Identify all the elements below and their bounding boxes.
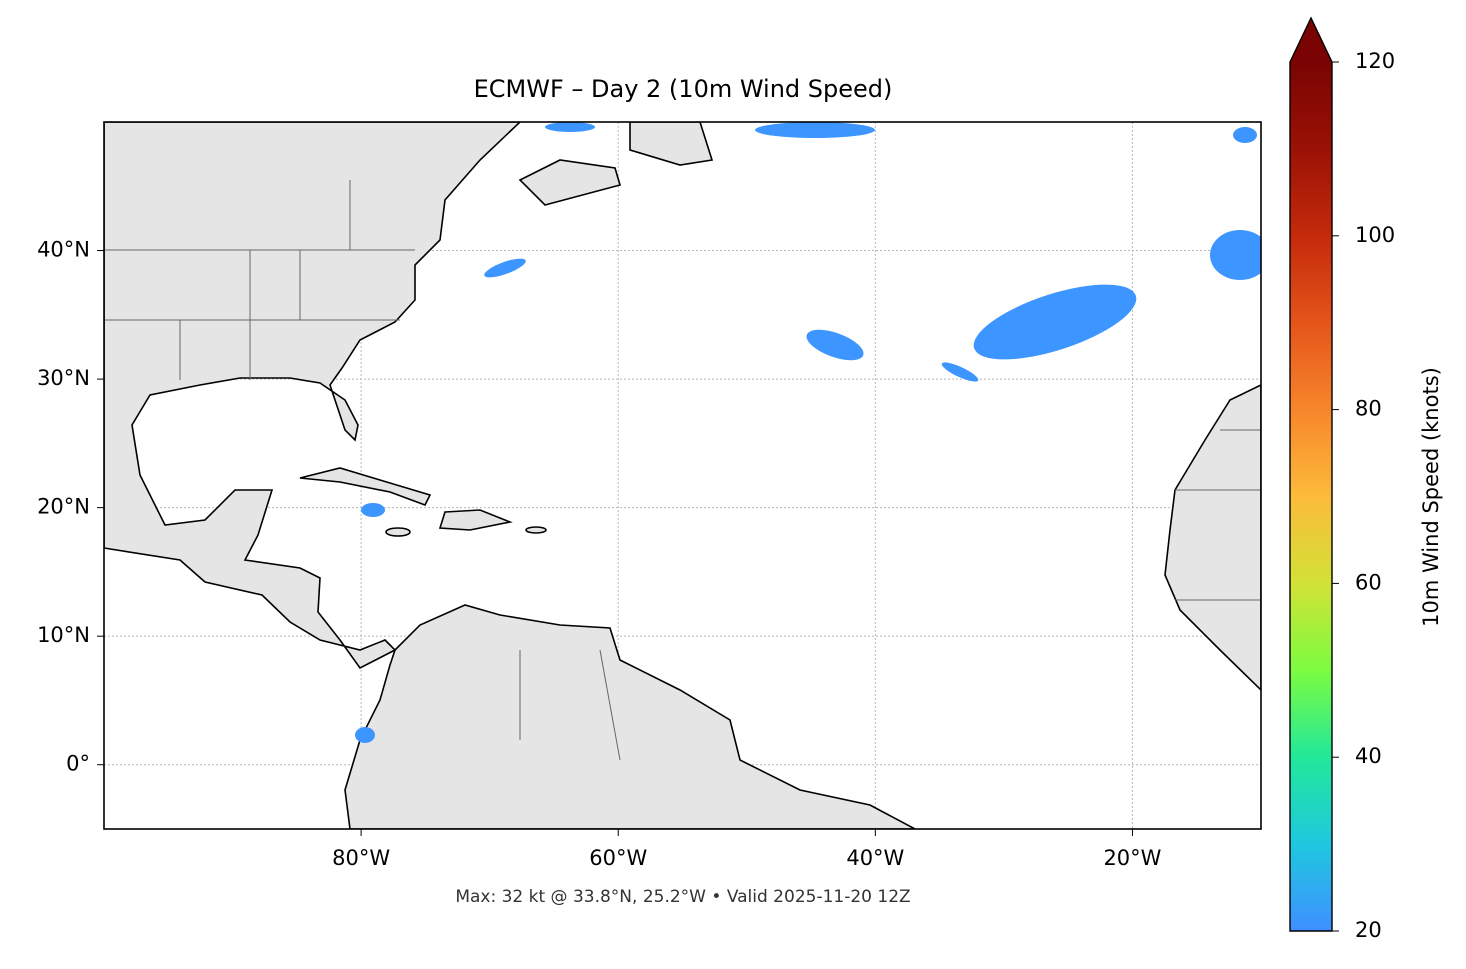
y-tick-label: 30°N xyxy=(37,366,90,390)
colorbar-tick-label: 20 xyxy=(1355,918,1382,942)
map-frame xyxy=(103,121,1262,830)
jamaica xyxy=(385,527,411,537)
colorbar-tick-label: 120 xyxy=(1355,49,1395,73)
colorbar-tick-label: 60 xyxy=(1355,570,1382,594)
colorbar-extend xyxy=(1290,18,1332,62)
title: ECMWF – Day 2 (10m Wind Speed) xyxy=(474,75,893,103)
puerto-rico xyxy=(525,526,547,534)
borders xyxy=(104,180,1261,761)
y-tick-label: 40°N xyxy=(37,238,90,262)
wind-areas xyxy=(355,122,1261,743)
colorbar-label: 10m Wind Speed (knots) xyxy=(1419,367,1443,627)
colorbar-tick-label: 100 xyxy=(1355,223,1395,247)
y-tick-label: 10°N xyxy=(37,623,90,647)
hispaniola xyxy=(438,509,513,531)
y-tick-label: 0° xyxy=(66,752,90,776)
colorbar-frame xyxy=(1289,16,1333,932)
map-area xyxy=(104,122,1261,829)
cuba xyxy=(299,467,432,506)
north-america xyxy=(104,122,522,670)
labrador-coast xyxy=(629,122,714,166)
colorbar xyxy=(1290,62,1332,931)
x-tick-label: 60°W xyxy=(589,846,647,870)
footer: Max: 32 kt @ 33.8°N, 25.2°W • Valid 2025… xyxy=(455,887,910,907)
x-tick-label: 80°W xyxy=(332,846,390,870)
x-tick-label: 20°W xyxy=(1103,846,1161,870)
colorbar-tick-label: 40 xyxy=(1355,744,1382,768)
newfoundland xyxy=(518,159,621,206)
africa xyxy=(1164,384,1261,692)
x-tick-label: 40°W xyxy=(846,846,904,870)
y-tick-label: 20°N xyxy=(37,495,90,519)
colorbar-tick-label: 80 xyxy=(1355,397,1382,421)
